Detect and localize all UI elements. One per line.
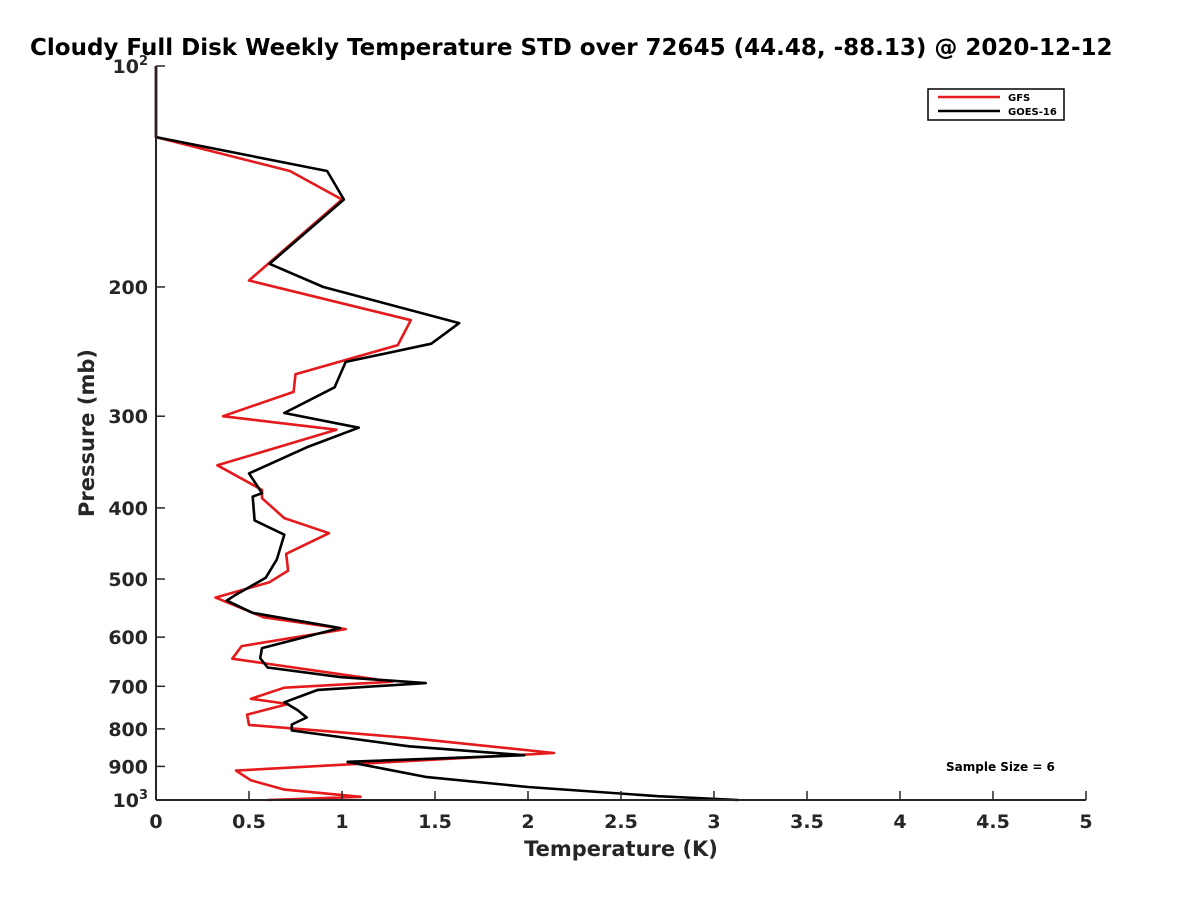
chart-title: Cloudy Full Disk Weekly Temperature STD … — [30, 35, 1113, 61]
x-tick-label: 1.5 — [418, 811, 452, 833]
x-tick-label: 1 — [335, 811, 348, 833]
y-tick-label: 102 — [113, 54, 149, 78]
legend-box — [927, 88, 1065, 121]
x-tick-label: 2.5 — [604, 811, 638, 833]
x-tick-label: 4.5 — [976, 811, 1010, 833]
sample-size-annotation: Sample Size = 6 — [946, 760, 1055, 774]
legend-label-goes16: GOES-16 — [1008, 107, 1057, 118]
series-line-goes-16 — [154, 66, 739, 802]
y-tick-label: 103 — [113, 788, 149, 812]
x-tick-label: 5 — [1079, 811, 1092, 833]
x-axis-label: Temperature (K) — [524, 837, 718, 861]
y-tick-label: 200 — [108, 277, 148, 299]
y-tick-label: 900 — [108, 756, 148, 778]
y-axis-ticks: 102 200 300 400 500 600 700 800 900 103 — [108, 54, 165, 812]
series-line-gfs — [154, 66, 556, 802]
legend-label-gfs: GFS — [1008, 93, 1030, 104]
y-tick-label: 500 — [108, 569, 148, 591]
x-tick-label: 3 — [707, 811, 720, 833]
y-axis-label: Pressure (mb) — [75, 349, 99, 517]
y-tick-label: 700 — [108, 676, 148, 698]
y-tick-label: 400 — [108, 498, 148, 520]
y-tick-label: 300 — [108, 406, 148, 428]
y-tick-label: 600 — [108, 627, 148, 649]
y-tick-label: 800 — [108, 719, 148, 741]
x-tick-label: 2 — [521, 811, 534, 833]
x-axis-ticks: 0 0.5 1 1.5 2 2.5 3 3.5 4 4.5 5 — [149, 791, 1093, 833]
x-tick-label: 0.5 — [232, 811, 266, 833]
x-tick-label: 0 — [149, 811, 162, 833]
series-layer — [154, 66, 739, 802]
legend: GFS GOES-16 — [927, 88, 1065, 121]
x-tick-label: 3.5 — [790, 811, 824, 833]
x-tick-label: 4 — [893, 811, 906, 833]
